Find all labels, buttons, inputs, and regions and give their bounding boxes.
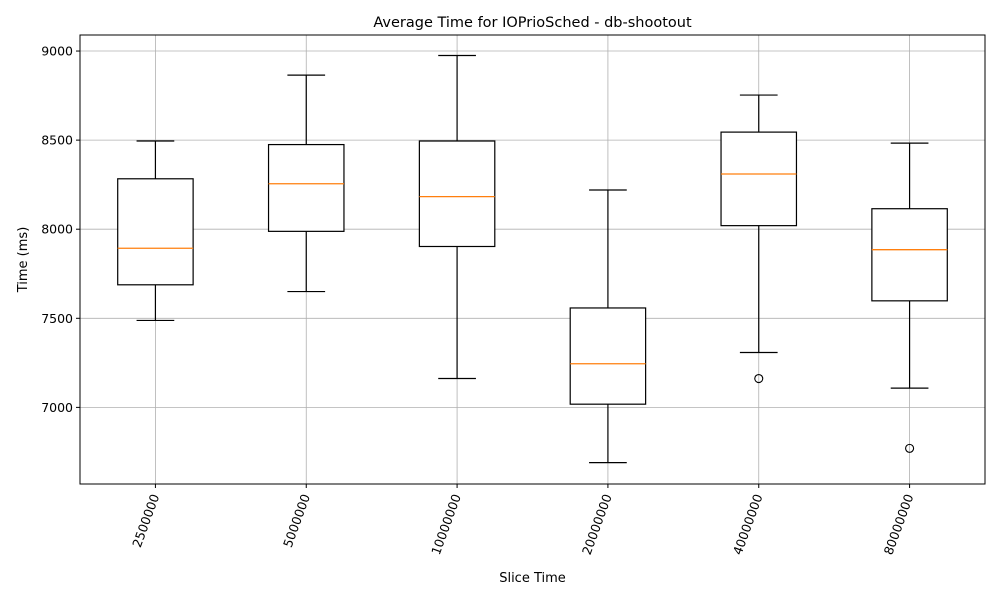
box-40000000 [720, 94, 798, 384]
y-tick-label: 9000 [41, 44, 73, 59]
y-tick-label: 8000 [41, 222, 73, 237]
x-tick-label: 5000000 [280, 492, 313, 549]
box-iqr [871, 208, 948, 302]
boxes [117, 54, 948, 464]
box-20000000 [569, 189, 647, 464]
axis-ticks: 7000 7500 8000 8500 9000 2500000 5000000 100000… [41, 44, 916, 557]
x-tick-label: 10000000 [428, 492, 464, 557]
chart-title: Average Time for IOPrioSched - db-shooto… [373, 15, 692, 31]
x-axis-label: Slice Time [499, 571, 566, 586]
x-tick-label: 20000000 [579, 492, 615, 557]
box-80000000 [871, 142, 948, 453]
y-tick-label: 8500 [41, 133, 73, 148]
outlier-point [905, 443, 915, 453]
x-tick-label: 40000000 [730, 492, 766, 557]
y-axis-label: Time (ms) [16, 227, 31, 294]
x-tick-label: 2500000 [129, 492, 162, 549]
x-tick-label: 80000000 [881, 492, 917, 557]
y-tick-label: 7000 [41, 400, 73, 415]
box-5000000 [267, 74, 345, 293]
box-iqr [117, 178, 194, 286]
plot-area-frame [79, 34, 986, 485]
grid-lines [80, 35, 985, 484]
y-tick-label: 7500 [41, 311, 73, 326]
box-10000000 [418, 54, 496, 380]
box-iqr [418, 140, 496, 248]
box-iqr [267, 143, 345, 232]
outlier-point [754, 373, 764, 384]
box-2500000 [117, 140, 194, 322]
box-iqr [720, 131, 798, 227]
box-iqr [569, 307, 647, 405]
